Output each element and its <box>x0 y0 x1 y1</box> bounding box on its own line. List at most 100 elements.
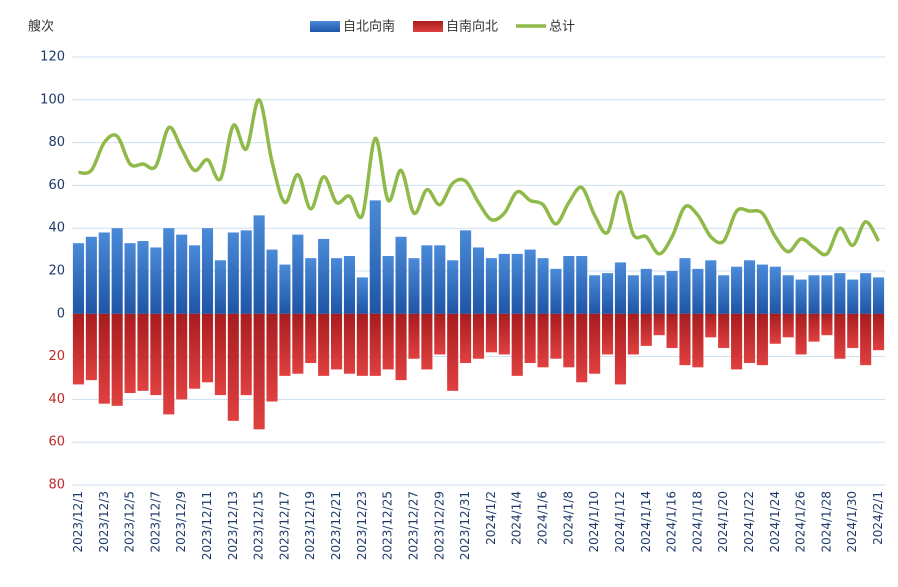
bar <box>305 313 317 364</box>
bar <box>563 313 575 368</box>
bar <box>279 264 291 314</box>
bar <box>640 268 652 314</box>
x-tick-label: 2023/12/21 <box>329 491 343 560</box>
bar <box>731 266 743 314</box>
bar <box>563 256 575 314</box>
bar <box>150 313 162 396</box>
bar <box>343 313 356 374</box>
x-tick-label: 2023/12/13 <box>226 491 240 560</box>
bar <box>369 200 381 314</box>
bar <box>137 241 149 314</box>
x-tick-label: 2023/12/31 <box>458 491 472 560</box>
bar <box>421 245 433 314</box>
bar <box>511 253 523 314</box>
bar <box>434 245 446 314</box>
x-tick-label: 2024/1/28 <box>819 491 833 553</box>
bar <box>601 273 614 314</box>
x-tick-label: 2024/1/14 <box>639 491 653 553</box>
bar <box>705 260 717 314</box>
y-tick-label: 0 <box>57 306 65 321</box>
x-tick-label: 2023/12/23 <box>355 491 369 560</box>
bar <box>72 243 85 314</box>
x-tick-label: 2024/1/4 <box>510 491 524 545</box>
bar <box>860 313 872 366</box>
y-tick-label: 40 <box>48 392 65 407</box>
bar <box>176 234 188 314</box>
bar <box>408 313 420 359</box>
bar <box>795 313 807 355</box>
bar <box>808 275 820 314</box>
bar <box>408 258 420 314</box>
bar <box>718 275 730 314</box>
bar <box>640 313 652 346</box>
bar <box>330 258 343 314</box>
bar <box>498 253 510 314</box>
y-tick-label: 20 <box>48 264 65 279</box>
y-tick-label: 120 <box>40 50 65 65</box>
bar <box>756 313 768 366</box>
x-tick-label: 2024/2/1 <box>871 491 885 545</box>
bar <box>614 262 627 314</box>
x-tick-label: 2024/1/2 <box>484 491 498 545</box>
bar <box>176 313 188 400</box>
legend-label: 自南向北 <box>446 19 498 35</box>
bar <box>240 230 252 314</box>
bar <box>653 275 665 314</box>
bar <box>511 313 523 376</box>
bar <box>821 275 833 314</box>
y-axis-label: 艘次 <box>28 19 54 35</box>
bar <box>485 258 497 314</box>
bar <box>679 258 691 314</box>
bar <box>860 273 872 314</box>
bar <box>111 228 123 314</box>
bar <box>150 247 162 314</box>
y-tick-label: 40 <box>48 221 65 236</box>
bar <box>163 313 175 415</box>
legend-swatch <box>413 21 444 32</box>
bar <box>85 313 97 381</box>
bar <box>201 228 214 314</box>
x-tick-label: 2023/12/3 <box>97 491 111 553</box>
bar <box>227 232 239 314</box>
bar <box>743 260 756 314</box>
x-tick-label: 2023/12/9 <box>174 491 188 553</box>
bar <box>795 279 807 314</box>
bar <box>769 313 781 344</box>
x-tick-label: 2023/12/1 <box>71 491 85 553</box>
bar <box>266 313 278 402</box>
bar <box>124 313 136 393</box>
bar <box>653 313 665 336</box>
x-tick-label: 2024/1/8 <box>561 491 575 545</box>
bar <box>369 313 381 376</box>
bar <box>576 256 588 314</box>
bar <box>614 313 627 385</box>
bar <box>253 215 265 314</box>
x-tick-label: 2024/1/16 <box>665 491 679 553</box>
x-tick-label: 2023/12/15 <box>252 491 266 560</box>
bar <box>124 243 136 314</box>
x-tick-label: 2023/12/5 <box>123 491 137 553</box>
bar <box>834 273 846 314</box>
bar <box>85 236 97 314</box>
legend-swatch <box>310 21 340 32</box>
x-tick-label: 2023/12/29 <box>432 491 446 560</box>
bar <box>72 313 85 385</box>
bar <box>356 313 368 376</box>
bar <box>847 313 859 349</box>
bar <box>537 313 549 368</box>
bar <box>292 234 304 314</box>
bar <box>356 277 368 314</box>
bar <box>318 313 330 376</box>
bar <box>705 313 717 338</box>
y-tick-label: 80 <box>48 478 65 493</box>
bar <box>769 266 781 314</box>
bar <box>847 279 859 314</box>
bar <box>137 313 149 391</box>
bar <box>872 277 885 314</box>
legend-label: 自北向南 <box>343 19 395 35</box>
bar <box>782 313 794 338</box>
x-tick-label: 2023/12/7 <box>148 491 162 553</box>
bar <box>214 313 226 396</box>
x-tick-label: 2024/1/12 <box>613 491 627 553</box>
bar <box>627 313 639 355</box>
